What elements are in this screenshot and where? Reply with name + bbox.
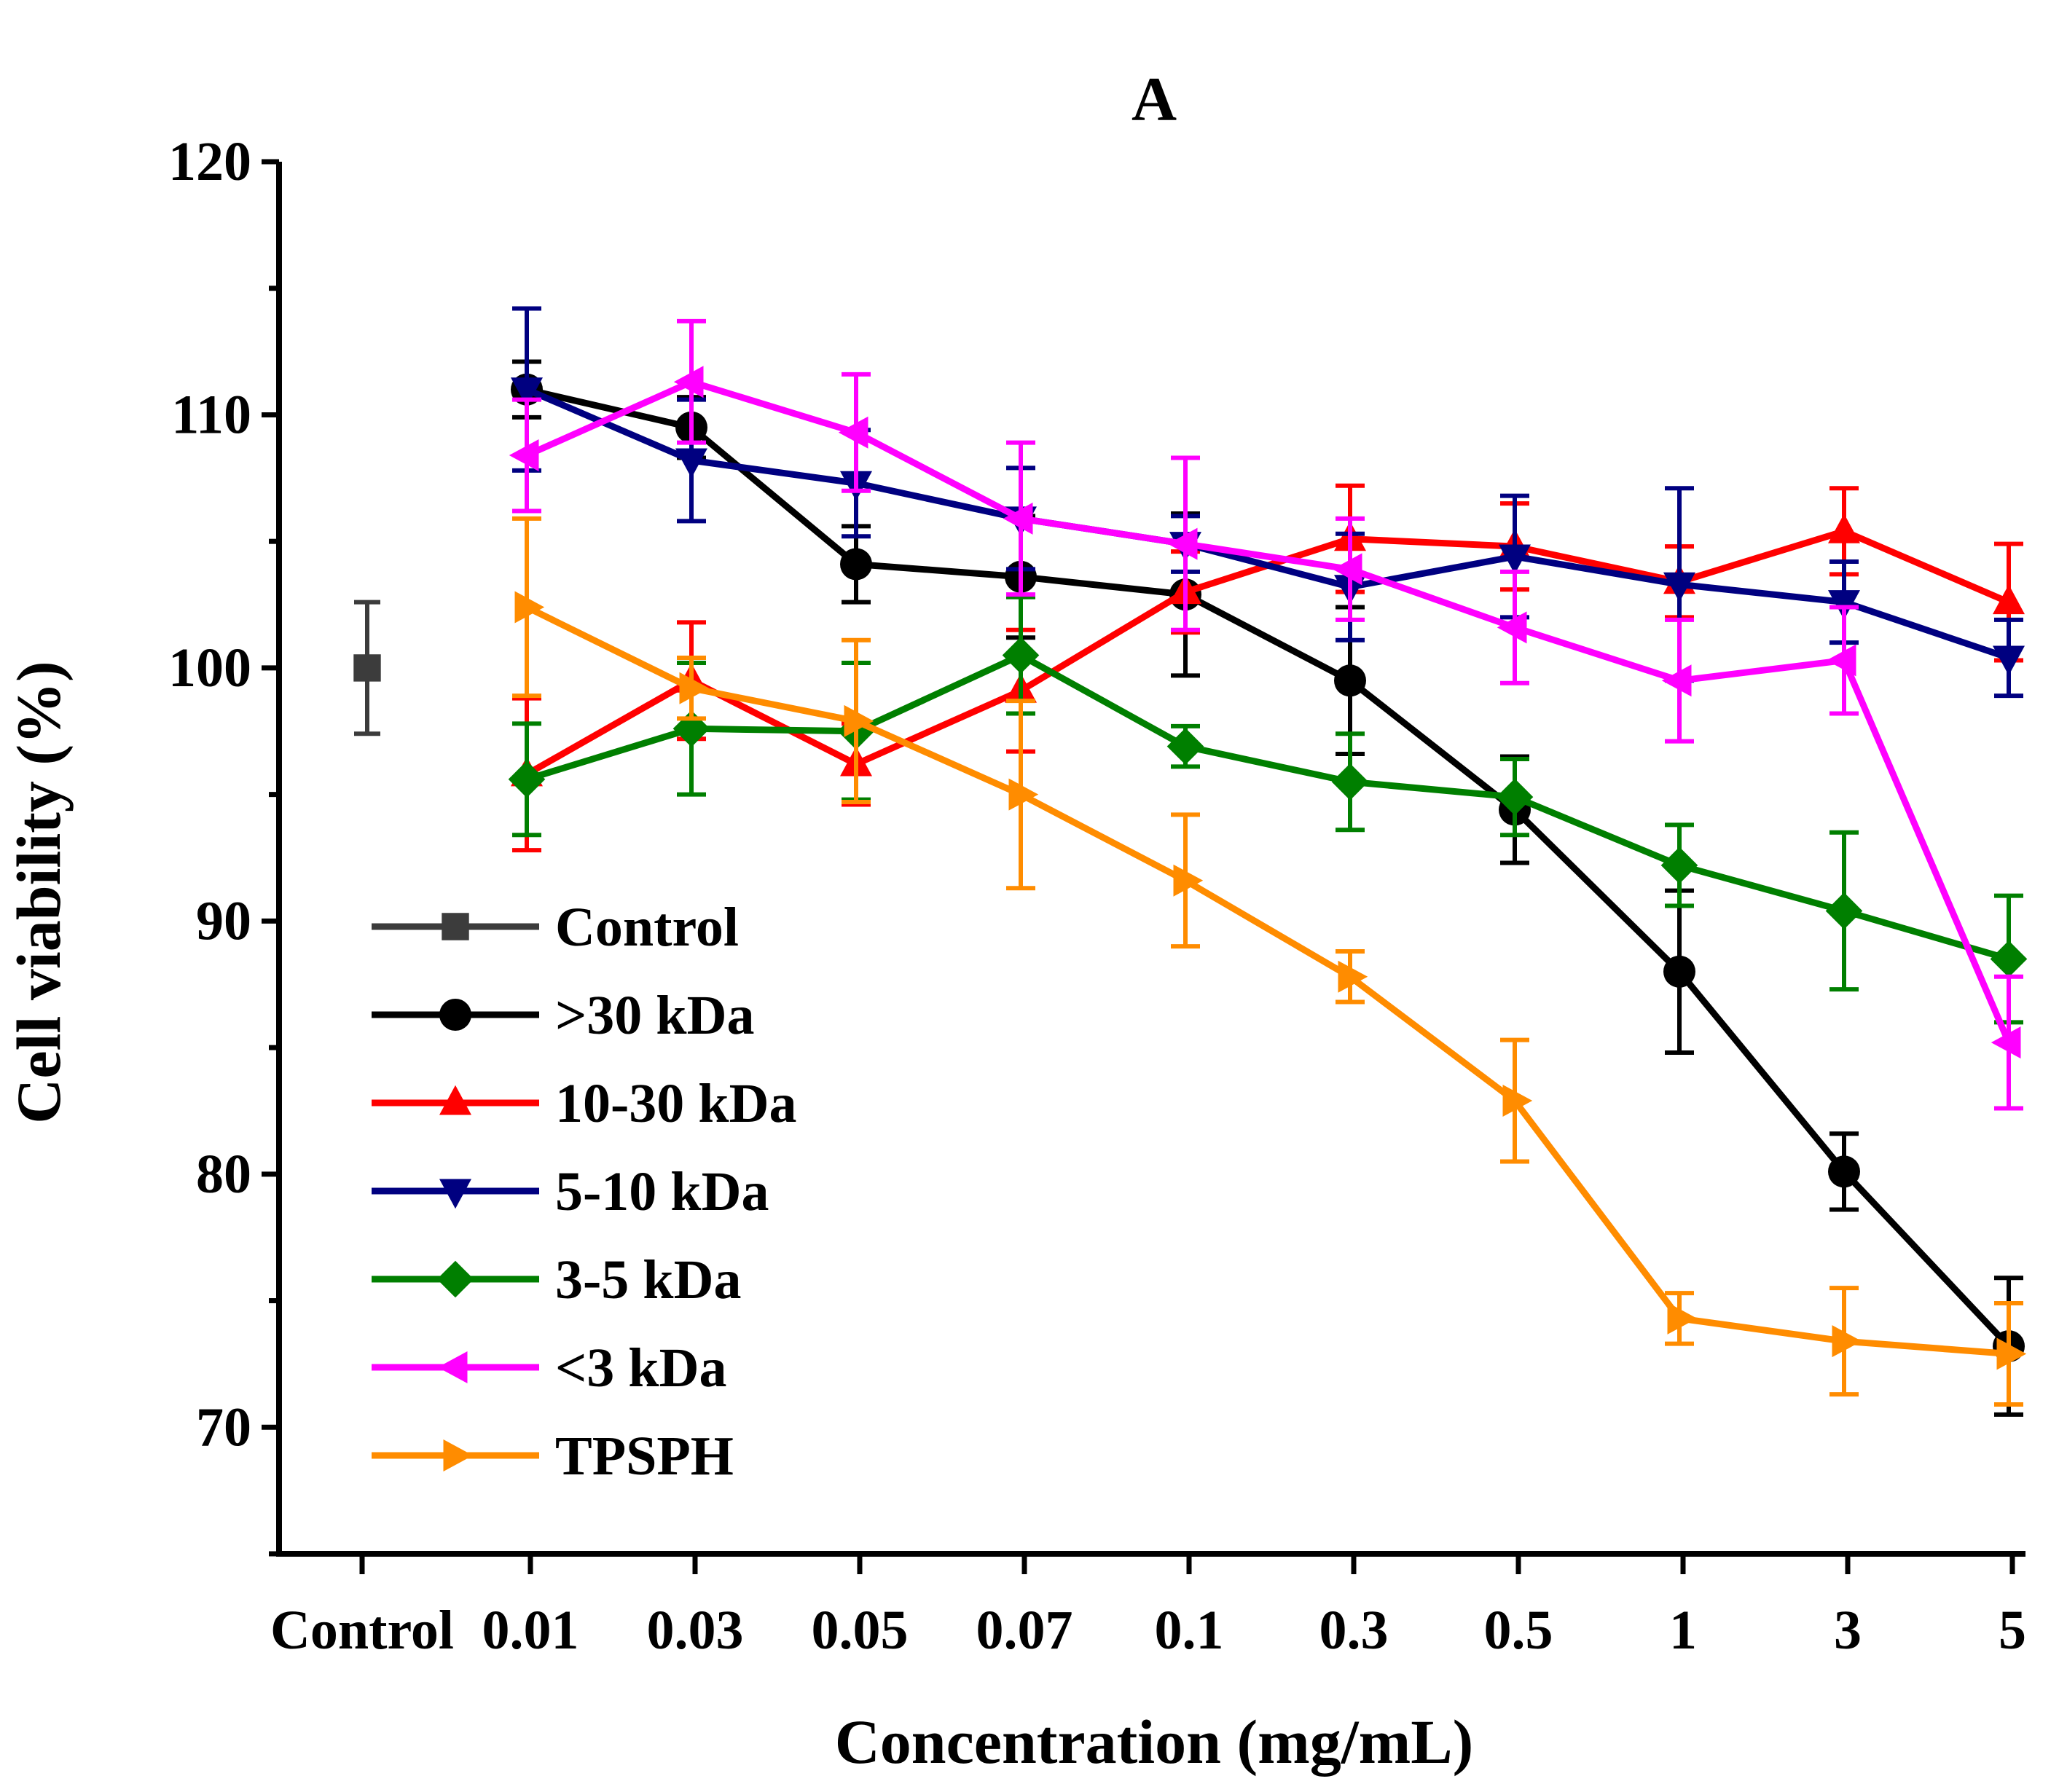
data-point-tpsph: [1173, 864, 1204, 897]
legend-label-3-5-kda: 3-5 kDa: [555, 1249, 741, 1310]
series-line-5-10-kda: [525, 386, 2010, 661]
x-tick-label: 5: [1999, 1600, 2026, 1661]
data-point-tpsph: [1338, 960, 1368, 993]
data-point-3-kda: [509, 439, 539, 472]
x-tick-label: 1: [1669, 1600, 1697, 1661]
data-point-30-kda: [1663, 955, 1695, 988]
data-point-3-kda: [1991, 1026, 2021, 1059]
x-tick-label: 0.01: [482, 1600, 579, 1661]
data-point-3-kda: [1661, 664, 1692, 697]
data-point-3-kda: [1332, 553, 1362, 586]
control-point: [353, 654, 381, 682]
data-point-10-30-kda: [1993, 584, 2025, 615]
data-point-3-kda: [838, 416, 868, 449]
series-line-3-5-kda: [525, 652, 2010, 962]
y-tick-label: 100: [168, 637, 251, 699]
data-point-tpsph: [1832, 1325, 1862, 1358]
data-point-3-5-kda: [1331, 763, 1369, 801]
data-point-3-kda: [1003, 502, 1033, 535]
data-point-30-kda: [840, 548, 872, 581]
x-axis-label: Concentration (mg/mL): [835, 1707, 1474, 1777]
data-point-tpsph: [1008, 778, 1039, 811]
data-point-tpsph: [679, 672, 710, 704]
data-point-5-10-kda: [511, 377, 543, 407]
data-point-5-10-kda: [1663, 572, 1695, 602]
legend-label-control: Control: [555, 897, 739, 958]
data-point-30-kda: [1334, 664, 1366, 697]
data-point-3-5-kda: [1002, 637, 1040, 674]
data-point-3-5-kda: [508, 761, 546, 798]
series-line-3-kda: [525, 378, 2012, 1044]
data-point-3-kda: [673, 366, 704, 398]
x-tick-label: 0.5: [1484, 1600, 1553, 1661]
data-point-3-kda: [1167, 527, 1198, 560]
data-point-tpsph: [514, 591, 545, 624]
y-axis-label: Cell viability (%): [4, 661, 74, 1123]
y-tick-label: 120: [168, 131, 251, 192]
y-tick-label: 90: [196, 890, 251, 951]
data-point-3-5-kda: [1496, 778, 1534, 816]
series-line-30-kda: [525, 386, 2012, 1349]
x-tick-label: 0.1: [1155, 1600, 1224, 1661]
data-point-3-5-kda: [1166, 728, 1204, 765]
data-point-3-kda: [1497, 611, 1527, 644]
legend-marker-3-5-kda: [436, 1260, 474, 1298]
data-point-30-kda: [1828, 1155, 1860, 1188]
data-point-10-30-kda: [1828, 514, 1860, 543]
data-point-tpsph: [1996, 1337, 2027, 1370]
y-tick-label: 110: [171, 384, 251, 445]
data-point-3-5-kda: [1990, 940, 2028, 978]
data-point-tpsph: [844, 704, 874, 737]
legend-marker-tpsph: [443, 1439, 474, 1471]
legend-label-30-kda: >30 kDa: [555, 985, 754, 1046]
legend-label-10-30-kda: 10-30 kDa: [555, 1073, 796, 1134]
legend-marker-3-kda: [437, 1351, 468, 1383]
legend-marker-control: [442, 913, 469, 940]
legend-label-5-10-kda: 5-10 kDa: [555, 1161, 769, 1222]
x-tick-label: 3: [1834, 1600, 1862, 1661]
legend-label-3-kda: <3 kDa: [555, 1337, 726, 1399]
legend-marker-30-kda: [439, 999, 471, 1031]
data-point-3-5-kda: [1825, 892, 1863, 930]
legend-marker-10-30-kda: [439, 1085, 471, 1115]
legend: Control >30 kDa 10-30 kDa 5-10 kDa 3-5 kDa <3…: [372, 897, 796, 1487]
data-point-5-10-kda: [1499, 544, 1531, 575]
data-point-tpsph: [1502, 1085, 1533, 1117]
x-tick-label: Control: [270, 1600, 454, 1661]
chart-title: A: [1132, 64, 1177, 134]
data-point-tpsph: [1667, 1302, 1698, 1335]
series-line-tpsph: [525, 604, 2009, 1357]
x-tick-label: 0.3: [1319, 1600, 1389, 1661]
x-tick-label: 0.05: [812, 1600, 909, 1661]
x-tick-label: 0.03: [647, 1600, 744, 1661]
data-point-3-kda: [1826, 644, 1856, 677]
x-tick-label: 0.07: [976, 1600, 1073, 1661]
data-point-5-10-kda: [1828, 590, 1860, 620]
y-tick-label: 80: [196, 1144, 251, 1205]
data-point-5-10-kda: [675, 448, 707, 479]
legend-label-tpsph: TPSPH: [555, 1426, 734, 1487]
data-point-5-10-kda: [1993, 645, 2025, 676]
legend-marker-5-10-kda: [439, 1179, 471, 1209]
y-tick-label: 70: [196, 1396, 251, 1458]
data-point-3-5-kda: [1660, 846, 1698, 884]
plot-area: 70 80 90 100 110 120 Control 0.01 0.03 0.05 0.07 0.…: [168, 131, 2028, 1661]
